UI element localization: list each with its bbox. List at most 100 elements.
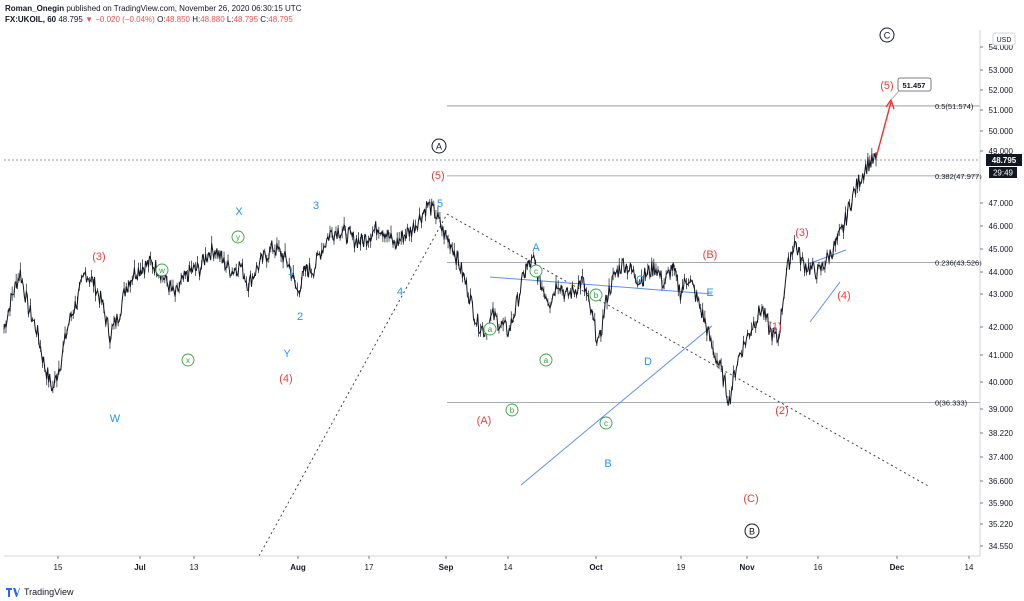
target-callout-connector	[890, 90, 900, 101]
wave-label-blue: B	[604, 458, 611, 470]
wave-label-blue: D	[644, 356, 652, 368]
time-tick-label: Aug	[290, 563, 306, 572]
price-tick-label: 35.220	[989, 520, 1014, 529]
wave-label-green: x	[186, 356, 190, 365]
time-tick-label: Dec	[890, 563, 905, 572]
time-tick-label: Nov	[739, 563, 755, 572]
close-label: C:	[260, 15, 269, 24]
price-series	[3, 148, 877, 406]
price-tick-label: 50.000	[989, 127, 1014, 136]
open-value: 48.850	[165, 15, 190, 24]
price-tick-label: 35.900	[989, 499, 1014, 508]
fib-labels: 0.5(51.574) 0.382(47.977) 0.236(43.526) 0(3…	[935, 102, 982, 407]
time-tick-label: 14	[504, 563, 513, 572]
wave-label-green-circle	[155, 263, 169, 277]
time-tick-label: 14	[965, 563, 974, 572]
last-price: 48.795	[58, 15, 83, 24]
price-tick-label: 53.000	[989, 66, 1014, 75]
wave-label-red: (4)	[837, 290, 850, 302]
wave-label-red: (3)	[795, 227, 808, 239]
wave-label-green: b	[510, 406, 515, 415]
time-tick-label: 13	[190, 563, 199, 572]
last-price-marker[interactable]	[986, 154, 1022, 166]
trend-lines: 51.457	[489, 77, 932, 486]
price-tick-label: 54.000	[989, 43, 1014, 52]
wave-label-green-circle	[539, 353, 553, 367]
wave-label-blue: 1	[288, 266, 294, 278]
price-tick-label: 46.000	[989, 222, 1014, 231]
target-callout-box[interactable]	[897, 77, 932, 92]
target-arrow-line	[875, 101, 892, 159]
wave-label-blue: 4	[397, 286, 403, 298]
price-tick-label: 44.000	[989, 268, 1014, 277]
time-tick-label: 16	[814, 563, 823, 572]
author-name[interactable]: Roman_Onegin	[5, 4, 65, 13]
wave-label-green: b	[594, 291, 599, 300]
wave-label-green: c	[604, 419, 608, 428]
currency-label: USD	[997, 37, 1012, 44]
price-tick-label: 42.000	[989, 323, 1014, 332]
wave-label-green: y	[236, 233, 240, 242]
tradingview-logo-icon	[6, 587, 20, 597]
wave-label-black: C	[884, 31, 891, 41]
change-glyph: ▼	[85, 15, 93, 24]
price-tick-label: 49.000	[989, 147, 1014, 156]
wave-label-blue: C	[636, 274, 644, 286]
wave-label-red: (B)	[703, 249, 718, 261]
wave-label-black-circle	[431, 138, 447, 154]
triangle-lower-line[interactable]	[520, 325, 713, 486]
wave-label-red: (1)	[768, 321, 781, 333]
wave-label-blue: 5	[437, 198, 443, 210]
wave-label-green-circle	[505, 403, 519, 417]
open-label: O:	[157, 15, 166, 24]
wave-label-red: (5)	[431, 170, 444, 182]
wave-label-green-circle	[529, 264, 543, 278]
wave-label-green-circle	[231, 230, 245, 244]
wave-labels: (3) (4) (5) (A) (B) (C) (1) (2) (3) (4) (5) W X Y 1 2 3 4…	[92, 27, 895, 539]
time-tick-label: Oct	[589, 563, 603, 572]
wave-label-blue: E	[706, 287, 713, 299]
price-tick-label: 52.000	[989, 86, 1014, 95]
wave-label-red: (5)	[880, 80, 893, 92]
wave-label-blue: 3	[313, 200, 319, 212]
target-callout-label: 51.457	[903, 81, 926, 90]
triangle-upper-line[interactable]	[489, 276, 713, 295]
currency-box[interactable]	[992, 32, 1016, 46]
wave-label-black-circle	[744, 523, 760, 539]
fib-level-label: 0.382(47.977)	[935, 172, 982, 181]
wave-label-blue: A	[532, 242, 540, 254]
price-markers: 48.795 29:49	[986, 154, 1022, 178]
fib-level-label: 0(36.333)	[935, 398, 968, 407]
wave-label-blue: Y	[283, 348, 291, 360]
wave-label-black: B	[749, 527, 755, 537]
high-value: 48.880	[200, 15, 225, 24]
dotted-downtrend-line	[446, 213, 931, 488]
time-tick-label: 19	[677, 563, 686, 572]
wave-label-black: A	[436, 142, 442, 152]
symbol-label[interactable]: FX:UKOIL, 60	[5, 15, 57, 24]
price-tick-label: 47.000	[989, 199, 1014, 208]
price-line	[3, 153, 877, 406]
wave-label-green: c	[534, 267, 538, 276]
low-label: L:	[226, 15, 234, 24]
last-price-marker-label: 48.795	[992, 156, 1017, 165]
price-tick-label: 38.220	[989, 429, 1014, 438]
price-tick-label: 36.600	[989, 477, 1014, 486]
price-tick-label: 40.000	[989, 378, 1014, 387]
wave-label-green: a	[544, 356, 549, 365]
countdown-label: 29:49	[993, 169, 1014, 178]
wave-label-green-circle	[181, 353, 195, 367]
price-tick-label: 51.000	[989, 106, 1014, 115]
wave-label-blue: X	[235, 206, 243, 218]
price-tick-label: 45.000	[989, 245, 1014, 254]
time-tick-label: Jul	[134, 563, 146, 572]
wedge-lower-line[interactable]	[809, 281, 841, 323]
time-tick-label: 15	[54, 563, 63, 572]
close-value: 48.795	[268, 15, 293, 24]
high-label: H:	[192, 15, 201, 24]
wave-label-green-circle	[599, 416, 613, 430]
brand-name: TradingView	[24, 587, 74, 597]
price-change: −0.020 (−0.04%)	[95, 15, 155, 24]
footer-brand[interactable]: TradingView	[6, 587, 74, 597]
